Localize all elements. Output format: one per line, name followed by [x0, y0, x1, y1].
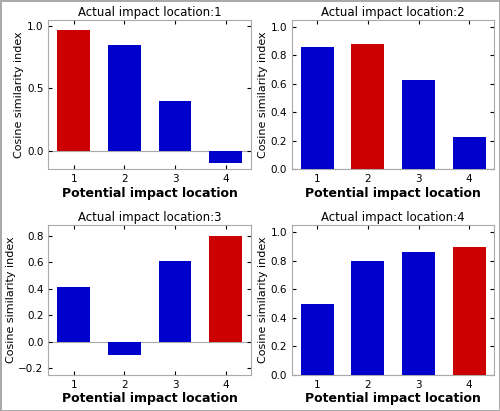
Title: Actual impact location:2: Actual impact location:2	[322, 6, 465, 18]
Bar	[58, 30, 90, 150]
Bar	[108, 45, 141, 150]
Title: Actual impact location:4: Actual impact location:4	[322, 211, 465, 224]
X-axis label: Potential impact location: Potential impact location	[62, 393, 238, 405]
Bar	[158, 261, 192, 342]
X-axis label: Potential impact location: Potential impact location	[306, 393, 481, 405]
Bar	[352, 261, 384, 375]
Y-axis label: Cosine similarity index: Cosine similarity index	[258, 237, 268, 363]
Bar	[452, 136, 486, 169]
Title: Actual impact location:3: Actual impact location:3	[78, 211, 222, 224]
Bar	[452, 247, 486, 375]
Y-axis label: Cosine similarity index: Cosine similarity index	[258, 31, 268, 158]
Y-axis label: Cosine similarity index: Cosine similarity index	[6, 237, 16, 363]
Bar	[158, 101, 192, 150]
Y-axis label: Cosine similarity index: Cosine similarity index	[14, 31, 24, 158]
Bar	[402, 80, 435, 169]
Bar	[301, 47, 334, 169]
Bar	[58, 287, 90, 342]
X-axis label: Potential impact location: Potential impact location	[306, 187, 481, 200]
X-axis label: Potential impact location: Potential impact location	[62, 187, 238, 200]
Bar	[301, 304, 334, 375]
Title: Actual impact location:1: Actual impact location:1	[78, 6, 222, 18]
Bar	[402, 252, 435, 375]
Bar	[209, 236, 242, 342]
Bar	[352, 44, 384, 169]
Bar	[209, 150, 242, 163]
Bar	[108, 342, 141, 355]
